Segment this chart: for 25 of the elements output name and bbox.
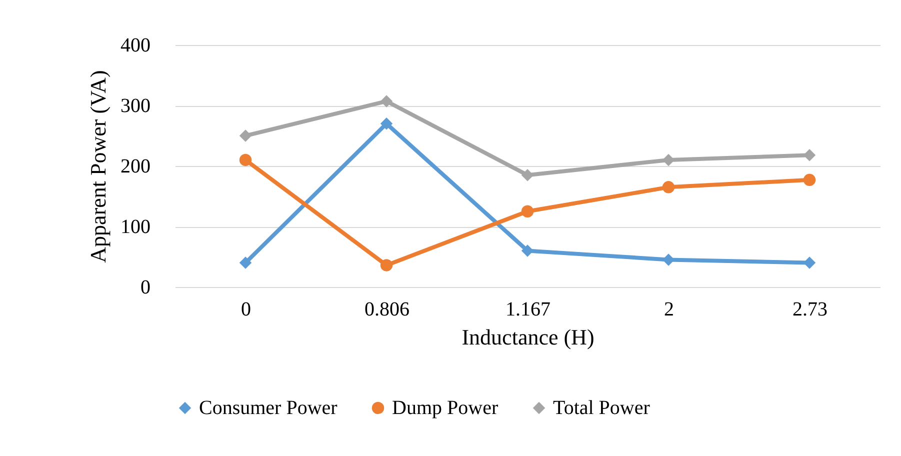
point <box>521 168 534 182</box>
point <box>521 205 534 218</box>
point <box>380 259 393 272</box>
x-axis-title: Inductance (H) <box>462 324 594 350</box>
y-tick-label: 300 <box>120 95 150 117</box>
legend-label: Dump Power <box>392 397 498 419</box>
point <box>662 181 675 194</box>
legend-label: Total Power <box>553 397 650 419</box>
y-tick-label: 200 <box>120 156 150 178</box>
y-tick-label: 0 <box>140 276 150 298</box>
point <box>380 95 393 108</box>
point <box>239 130 252 142</box>
point <box>380 118 393 130</box>
legend-label: Consumer Power <box>199 397 338 419</box>
point <box>239 256 252 269</box>
x-tick-label: 1.167 <box>506 298 550 320</box>
x-tick-label: 0 <box>241 298 251 320</box>
y-tick-label: 100 <box>120 216 150 238</box>
y-axis-title: Apparent Power (VA) <box>86 70 110 263</box>
x-tick-label: 2 <box>664 298 674 320</box>
point <box>803 174 816 186</box>
point <box>239 154 252 166</box>
x-tick-label: 2.73 <box>792 298 828 320</box>
y-tick-label: 400 <box>120 34 150 56</box>
x-tick-label: 0.806 <box>364 298 410 320</box>
